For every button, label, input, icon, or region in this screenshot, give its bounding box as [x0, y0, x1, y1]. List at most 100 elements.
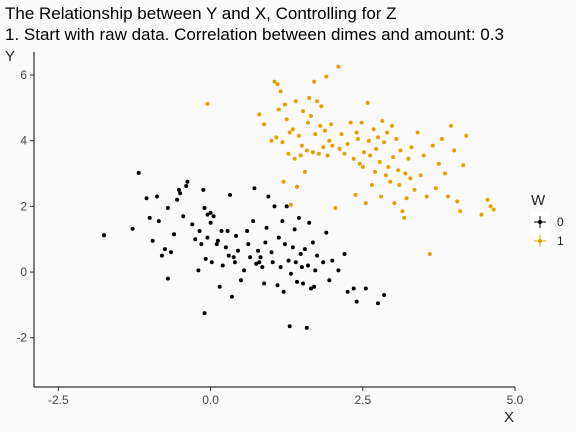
- point-series-1-46: [339, 132, 344, 137]
- point-series-1-73: [386, 165, 391, 169]
- legend-label-0: 0: [557, 215, 564, 229]
- point-series-0-38: [219, 229, 224, 233]
- point-series-0-40: [223, 245, 228, 250]
- legend-keys: [530, 212, 550, 248]
- point-series-0-16: [178, 191, 183, 196]
- point-series-1-53: [355, 137, 360, 141]
- point-series-0-73: [282, 242, 287, 247]
- point-series-0-34: [211, 214, 216, 219]
- point-series-1-22: [299, 143, 304, 148]
- ticks-layer: -2.5 0.0 2.5 5.0 -2 0 2 4 6: [16, 68, 523, 407]
- chart-title: The Relationship between Y and X, Contro…: [5, 4, 397, 23]
- point-series-0-98: [330, 258, 335, 263]
- point-series-1-81: [398, 148, 403, 153]
- point-series-1-86: [406, 156, 411, 161]
- point-series-1-101: [449, 123, 454, 128]
- point-series-0-102: [351, 286, 356, 291]
- point-series-0-53: [248, 255, 253, 260]
- point-series-1-36: [321, 145, 326, 150]
- point-series-0-11: [165, 276, 170, 281]
- point-series-0-14: [175, 197, 180, 202]
- point-series-1-83: [402, 215, 407, 220]
- point-series-0-8: [159, 253, 164, 258]
- point-series-1-79: [396, 168, 401, 173]
- point-series-0-33: [209, 260, 214, 265]
- chart-subtitle: 1. Start with raw data. Correlation betw…: [5, 25, 504, 44]
- point-series-0-32: [208, 210, 213, 215]
- point-series-1-37: [323, 128, 327, 133]
- point-series-1-67: [377, 160, 382, 164]
- point-series-0-6: [155, 194, 159, 199]
- point-series-1-88: [409, 145, 414, 150]
- point-series-1-91: [418, 173, 423, 178]
- point-series-0-94: [315, 253, 320, 258]
- point-series-1-104: [458, 209, 463, 214]
- point-series-0-72: [281, 289, 286, 294]
- point-series-0-49: [239, 278, 243, 283]
- legend-label-1: 1: [557, 234, 564, 248]
- point-series-0-41: [225, 229, 230, 233]
- point-series-0-30: [202, 311, 207, 316]
- point-series-0-70: [278, 265, 283, 270]
- point-series-1-94: [427, 252, 432, 256]
- point-series-1-52: [354, 130, 359, 135]
- point-series-0-71: [280, 219, 285, 224]
- point-series-1-14: [287, 130, 292, 135]
- point-series-0-28: [205, 235, 210, 240]
- point-series-1-74: [388, 179, 393, 184]
- point-series-0-43: [228, 192, 233, 197]
- point-series-1-54: [357, 161, 362, 166]
- point-series-1-60: [366, 138, 371, 143]
- point-series-0-22: [196, 268, 201, 273]
- point-series-1-102: [452, 148, 457, 153]
- y-axis-label: Y: [5, 48, 16, 65]
- point-series-0-92: [312, 284, 317, 289]
- point-series-1-97: [436, 161, 441, 166]
- point-series-1-48: [345, 142, 350, 146]
- point-series-0-24: [199, 242, 204, 247]
- point-series-0-97: [327, 278, 332, 283]
- point-series-1-64: [373, 169, 377, 174]
- point-series-1-51: [353, 192, 358, 197]
- point-series-0-29: [205, 212, 210, 217]
- y-tick-label-0: -2: [16, 331, 27, 345]
- point-series-1-10: [281, 179, 286, 184]
- point-series-0-2: [136, 170, 141, 175]
- point-series-0-58: [257, 260, 262, 265]
- point-series-0-64: [266, 194, 271, 199]
- point-series-1-29: [310, 150, 315, 155]
- point-series-1-23: [301, 109, 306, 114]
- point-series-0-46: [232, 260, 237, 265]
- point-series-1-77: [392, 201, 397, 206]
- point-series-0-19: [185, 179, 190, 184]
- point-series-0-27: [203, 256, 208, 261]
- point-series-1-49: [348, 120, 353, 125]
- point-series-0-50: [242, 268, 247, 273]
- point-series-0-37: [217, 284, 222, 289]
- point-series-1-18: [293, 99, 298, 104]
- point-series-0-13: [172, 232, 176, 237]
- point-series-1-55: [359, 120, 364, 125]
- point-series-1-85: [404, 196, 409, 201]
- point-series-0-25: [201, 187, 206, 192]
- legend-title: W: [531, 192, 546, 209]
- point-series-0-88: [306, 263, 310, 268]
- point-series-0-76: [287, 324, 292, 329]
- point-series-1-25: [304, 148, 309, 153]
- point-series-0-62: [263, 240, 268, 245]
- point-series-1-58: [363, 201, 368, 206]
- point-series-0-42: [226, 253, 231, 258]
- point-series-1-106: [464, 133, 469, 138]
- point-series-0-23: [197, 229, 202, 233]
- point-series-0-44: [229, 294, 234, 299]
- point-series-0-5: [150, 238, 155, 243]
- point-series-1-71: [383, 173, 388, 178]
- point-series-1-38: [324, 74, 329, 79]
- point-series-0-26: [202, 206, 207, 210]
- point-series-1-7: [276, 107, 281, 112]
- point-series-1-82: [400, 209, 405, 214]
- point-series-0-56: [254, 261, 259, 266]
- point-series-0-67: [272, 204, 277, 209]
- point-series-1-35: [319, 104, 324, 109]
- point-series-0-39: [220, 263, 225, 268]
